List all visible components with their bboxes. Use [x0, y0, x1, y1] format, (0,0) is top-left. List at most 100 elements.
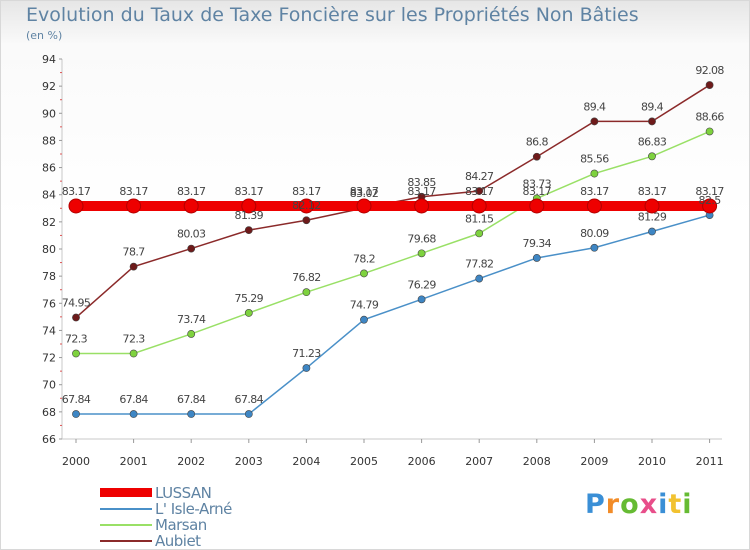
x-tick-label: 2011 [696, 455, 724, 468]
y-tick-label: 70 [42, 379, 56, 392]
y-tick-label: 80 [42, 243, 56, 256]
logo-letter: i [658, 489, 669, 520]
data-point-l-isle-arn [302, 364, 311, 372]
data-label-l-isle-arn: 82.5 [699, 194, 722, 207]
legend-label: LUSSAN [155, 484, 212, 502]
data-label-lussan: 83.17 [62, 185, 91, 198]
series-line-marsan [76, 130, 710, 355]
data-point-lussan [68, 198, 84, 214]
x-tick-label: 2002 [177, 455, 205, 468]
legend-swatch [100, 508, 152, 510]
data-label-l-isle-arn: 80.09 [580, 227, 609, 240]
data-label-l-isle-arn: 76.29 [407, 278, 436, 291]
y-tick-label: 76 [42, 297, 56, 310]
legend-item-l-isle-arn: L' Isle-Arné [100, 500, 340, 518]
y-tick-label: 84 [42, 189, 56, 202]
logo-letter: x [639, 489, 659, 520]
data-label-l-isle-arn: 77.82 [465, 258, 494, 271]
data-point-lussan [702, 198, 718, 214]
data-label-marsan: 86.83 [638, 135, 667, 148]
x-tick-label: 2001 [120, 455, 148, 468]
data-label-l-isle-arn: 67.84 [235, 393, 264, 406]
data-point-l-isle-arn [360, 315, 368, 324]
legend-swatch [100, 540, 152, 542]
series-line-l-isle-arn [76, 214, 710, 415]
data-point-aubiet [302, 216, 311, 225]
data-label-l-isle-arn: 81.29 [638, 210, 667, 223]
data-point-aubiet [129, 262, 138, 271]
y-tick-label: 74 [42, 324, 56, 337]
legend-item-aubiet: Aubiet [100, 532, 340, 550]
x-tick-label: 2007 [465, 455, 493, 468]
data-point-lussan [356, 198, 372, 214]
x-tick-label: 2005 [350, 455, 378, 468]
data-label-aubiet: 84.27 [465, 170, 494, 183]
y-tick-label: 68 [42, 406, 56, 419]
data-point-marsan [360, 269, 368, 278]
legend-label: Marsan [155, 516, 207, 534]
logo-letter: P [585, 489, 606, 520]
data-label-lussan: 83.17 [119, 185, 148, 198]
data-label-lussan: 83.17 [465, 185, 494, 198]
data-point-lussan [183, 198, 199, 214]
y-tick-label: 86 [42, 162, 56, 175]
data-label-aubiet: 86.8 [526, 136, 549, 149]
x-tick-label: 2008 [523, 455, 551, 468]
logo-letter: t [668, 489, 683, 520]
data-label-marsan: 81.15 [465, 212, 494, 225]
proxiti-logo: Proxiti [585, 489, 693, 520]
data-label-lussan: 83.17 [177, 185, 206, 198]
data-label-marsan: 72.3 [123, 333, 146, 346]
data-point-l-isle-arn [590, 243, 599, 252]
data-point-lussan [644, 198, 660, 214]
data-point-lussan [529, 198, 545, 214]
data-point-marsan [417, 249, 426, 258]
data-label-lussan: 83.17 [695, 185, 724, 198]
legend-swatch [100, 524, 152, 526]
data-point-lussan [126, 198, 142, 214]
data-point-marsan [187, 330, 196, 338]
chart-title: Evolution du Taux de Taxe Foncière sur l… [26, 4, 639, 26]
data-label-aubiet: 82.12 [292, 199, 321, 212]
data-label-l-isle-arn: 79.34 [523, 237, 552, 250]
data-label-aubiet: 80.03 [177, 228, 206, 241]
data-label-marsan: 85.56 [580, 153, 609, 166]
logo-letter: r [605, 489, 621, 520]
chart-subtitle: (en %) [26, 29, 63, 42]
data-point-marsan [648, 152, 656, 161]
data-label-l-isle-arn: 71.23 [292, 347, 321, 360]
data-label-marsan: 73.74 [177, 313, 206, 326]
data-label-marsan: 76.82 [292, 271, 321, 284]
y-tick-label: 92 [42, 80, 56, 93]
data-label-marsan: 83.73 [523, 177, 552, 190]
data-point-aubiet [532, 152, 541, 161]
legend-item-marsan: Marsan [100, 516, 340, 534]
data-label-aubiet: 74.95 [62, 297, 91, 310]
x-tick-label: 2006 [408, 455, 436, 468]
data-point-l-isle-arn [648, 227, 656, 236]
data-point-l-isle-arn [129, 410, 138, 418]
x-tick-label: 2004 [292, 455, 320, 468]
data-label-aubiet: 78.7 [123, 246, 146, 259]
data-label-aubiet: 89.4 [641, 100, 664, 113]
data-point-l-isle-arn [244, 410, 253, 418]
data-point-marsan [590, 169, 599, 178]
data-point-l-isle-arn [417, 295, 426, 304]
data-point-aubiet [475, 187, 484, 195]
data-label-marsan: 75.29 [235, 292, 264, 305]
data-label-l-isle-arn: 67.84 [177, 393, 206, 406]
data-label-marsan: 72.3 [65, 333, 88, 346]
data-point-marsan [302, 288, 311, 297]
legend-swatch [100, 488, 152, 497]
x-tick-label: 2003 [235, 455, 263, 468]
data-point-lussan [471, 198, 487, 214]
data-point-l-isle-arn [187, 410, 196, 418]
data-label-l-isle-arn: 74.79 [350, 299, 379, 312]
data-point-marsan [475, 229, 484, 238]
data-label-lussan: 83.17 [523, 185, 552, 198]
data-label-aubiet: 83.85 [407, 176, 436, 189]
data-label-aubiet: 83.02 [350, 187, 379, 200]
data-label-lussan: 83.17 [350, 185, 379, 198]
data-point-aubiet [705, 81, 714, 89]
data-point-marsan [244, 309, 253, 317]
